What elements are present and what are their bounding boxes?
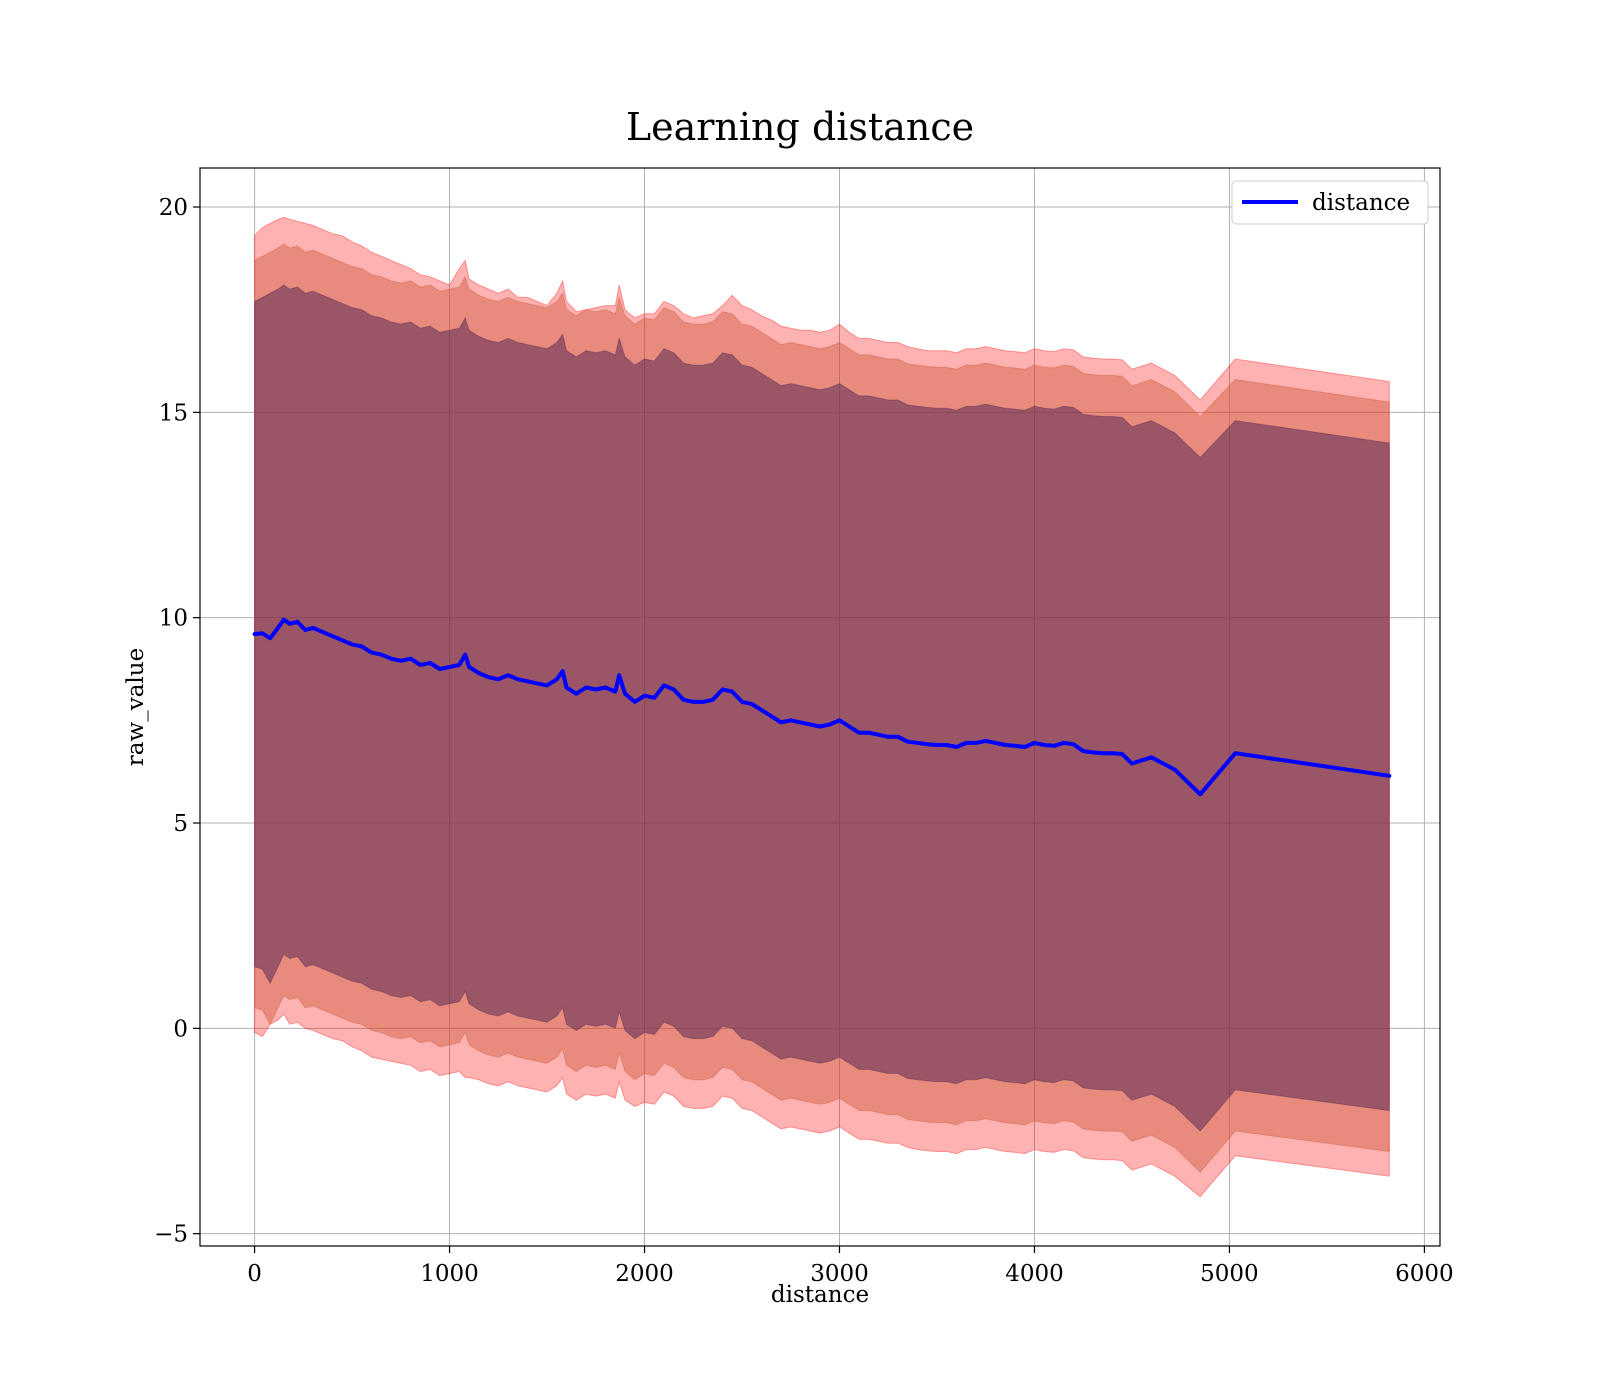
x-tick-label-6: 6000 [1395, 1261, 1454, 1287]
x-tick-label-4: 4000 [1005, 1261, 1064, 1287]
x-tick-label-0: 0 [247, 1261, 262, 1287]
confidence-bands [254, 216, 1390, 1198]
x-tick-label-5: 5000 [1200, 1261, 1259, 1287]
axis-ticks: 0 1000 2000 3000 4000 5000 6000 −5 0 5 10 15 20 [154, 195, 1454, 1287]
y-axis-label: raw_value [123, 648, 149, 766]
series-line-distance [252, 617, 1392, 797]
chart-title: Learning distance [626, 105, 974, 149]
legend-box [1231, 180, 1429, 225]
x-tick-label-3: 3000 [810, 1261, 869, 1287]
x-axis-label: distance [771, 1282, 869, 1308]
y-tick-label-2: 5 [173, 811, 188, 837]
y-tick-label-4: 15 [159, 400, 188, 426]
y-tick-label-1: 0 [173, 1016, 188, 1042]
legend: distance [1231, 180, 1429, 225]
legend-label-distance: distance [1312, 190, 1410, 216]
x-tick-label-1: 1000 [420, 1261, 479, 1287]
x-tick-label-2: 2000 [615, 1261, 674, 1287]
y-tick-label-3: 10 [159, 606, 188, 632]
y-tick-label-0: −5 [154, 1222, 188, 1248]
band-inner [254, 284, 1390, 1132]
series-lines [252, 617, 1392, 797]
plot-area-frame [199, 167, 1441, 1247]
y-tick-label-5: 20 [159, 195, 188, 221]
